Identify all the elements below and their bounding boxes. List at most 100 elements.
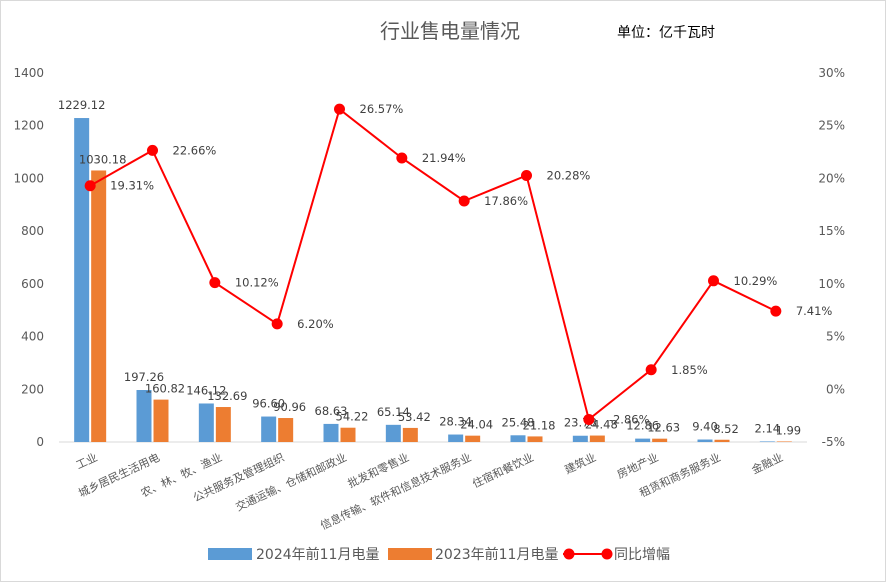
category-label: 住宿和餐饮业 [470,450,536,491]
growth-value-label: 20.28% [547,168,591,182]
y-left-tick-label: 200 [21,382,44,396]
bar-2023 [652,438,668,442]
chart-title: 行业售电量情况 [380,19,520,43]
bar-2024 [74,118,90,442]
growth-value-label: 21.94% [422,151,466,165]
plot-area: 0 200 400 600 800 1000 1200 1400 -5% 0% 5% 10% 15% 20… [13,66,845,532]
bar-2023 [465,435,481,442]
bar-2023-value-label: 12.63 [647,421,680,435]
bar-2023 [91,170,107,442]
bar-2023 [340,427,356,442]
legend-label-2024: 2024年前11月电量 [256,546,379,563]
growth-point [770,305,782,317]
bar-2024 [136,390,152,442]
y-left-tick-label: 800 [21,224,44,238]
bar-2024-value-label: 65.14 [377,405,410,419]
growth-value-label: 17.86% [484,194,528,208]
y-right-tick-label: 10% [818,277,845,291]
bar-2023-value-label: 8.52 [713,422,739,436]
bar-2023-value-label: 1030.18 [79,152,127,166]
bar-2023 [714,439,730,442]
bar-2023 [402,427,418,442]
growth-point [84,180,96,192]
bar-2024 [448,434,464,442]
growth-value-label: 19.31% [110,179,154,193]
bar-2023-value-label: 53.42 [398,410,431,424]
bar-2024 [198,403,214,442]
category-label: 建筑业 [562,450,598,477]
y-right-tick-label: -5% [822,435,845,449]
bar-2023 [153,399,169,442]
bar-2024 [261,416,277,442]
bar-2023-value-label: 132.69 [207,389,247,403]
bar-2024-value-label: 12.86 [626,419,659,433]
bar-2024 [323,423,339,442]
legend-swatch-growth-marker [601,548,613,560]
bar-2024 [635,438,651,442]
bar-2024-value-label: 197.26 [124,370,164,384]
growth-value-label: -2.86% [609,412,650,426]
y-left-tick-label: 600 [21,277,44,291]
bar-2024 [385,424,401,442]
growth-point [521,169,532,181]
bar-2024-value-label: 96.60 [252,397,285,411]
y-left-tick-label: 1400 [13,66,44,80]
bar-2024-value-label: 28.34 [439,415,472,429]
bar-2024 [510,435,526,442]
growth-point [645,364,657,376]
bar-2023 [776,441,792,442]
y-right-tick-label: 25% [818,119,845,133]
growth-point [583,413,595,425]
growth-point [334,103,345,115]
growth-value-label: 22.66% [173,143,217,157]
growth-point [147,144,158,156]
category-label: 金融业 [749,450,785,477]
bar-2024-value-label: 68.63 [315,404,348,418]
growth-point [396,152,408,164]
y-left-tick-label: 1200 [13,119,44,133]
bar-2024-value-label: 146.12 [186,383,226,397]
bar-2024-value-label: 1229.12 [58,98,106,112]
growth-point [708,275,719,287]
bar-2024 [572,435,588,442]
growth-value-label: 26.57% [360,102,404,116]
legend-swatch-2023 [388,548,432,560]
y-right-tick-label: 20% [818,171,845,185]
y-right-tick-label: 30% [818,66,845,80]
legend-label-2023: 2023年前11月电量 [435,546,558,563]
bar-2024-value-label: 25.48 [502,415,535,429]
category-label: 工业 [74,451,99,472]
growth-point [458,195,470,207]
growth-value-label: 10.29% [734,274,778,288]
growth-point [271,318,283,330]
y-left-tick-label: 0 [36,435,44,449]
growth-value-label: 1.85% [671,363,708,377]
bar-2023-value-label: 54.22 [336,410,369,424]
legend: 2024年前11月电量 2023年前11月电量 同比增幅 [208,546,670,563]
bar-2023-value-label: 1.99 [776,423,802,437]
bar-2023 [589,435,605,442]
y-right-tick-label: 5% [826,330,845,344]
y-right-tick-label: 15% [818,224,845,238]
growth-point [209,277,221,289]
bar-2023 [527,436,543,442]
growth-value-label: 6.20% [297,317,334,331]
category-label: 房地产业 [615,450,661,481]
bar-2023-value-label: 160.82 [145,382,185,396]
y-left-tick-label: 1000 [13,171,44,185]
bar-2023 [215,407,231,442]
growth-value-label: 7.41% [796,304,833,318]
bar-2024 [697,439,713,442]
bar-2023-value-label: 21.18 [523,418,556,432]
y-right-tick-label: 0% [826,382,845,396]
growth-value-label: 10.12% [235,276,279,290]
bar-2023-value-label: 90.96 [273,400,306,414]
bar-2023 [278,418,294,442]
category-label: 交通运输、仓储和邮政业 [233,450,349,514]
unit-note: 单位：亿千瓦时 [617,25,715,41]
legend-label-growth: 同比增幅 [614,547,670,563]
bar-2023-value-label: 24.04 [460,418,493,432]
bar-2024-value-label: 9.40 [692,420,718,434]
y-left-tick-label: 400 [21,330,44,344]
